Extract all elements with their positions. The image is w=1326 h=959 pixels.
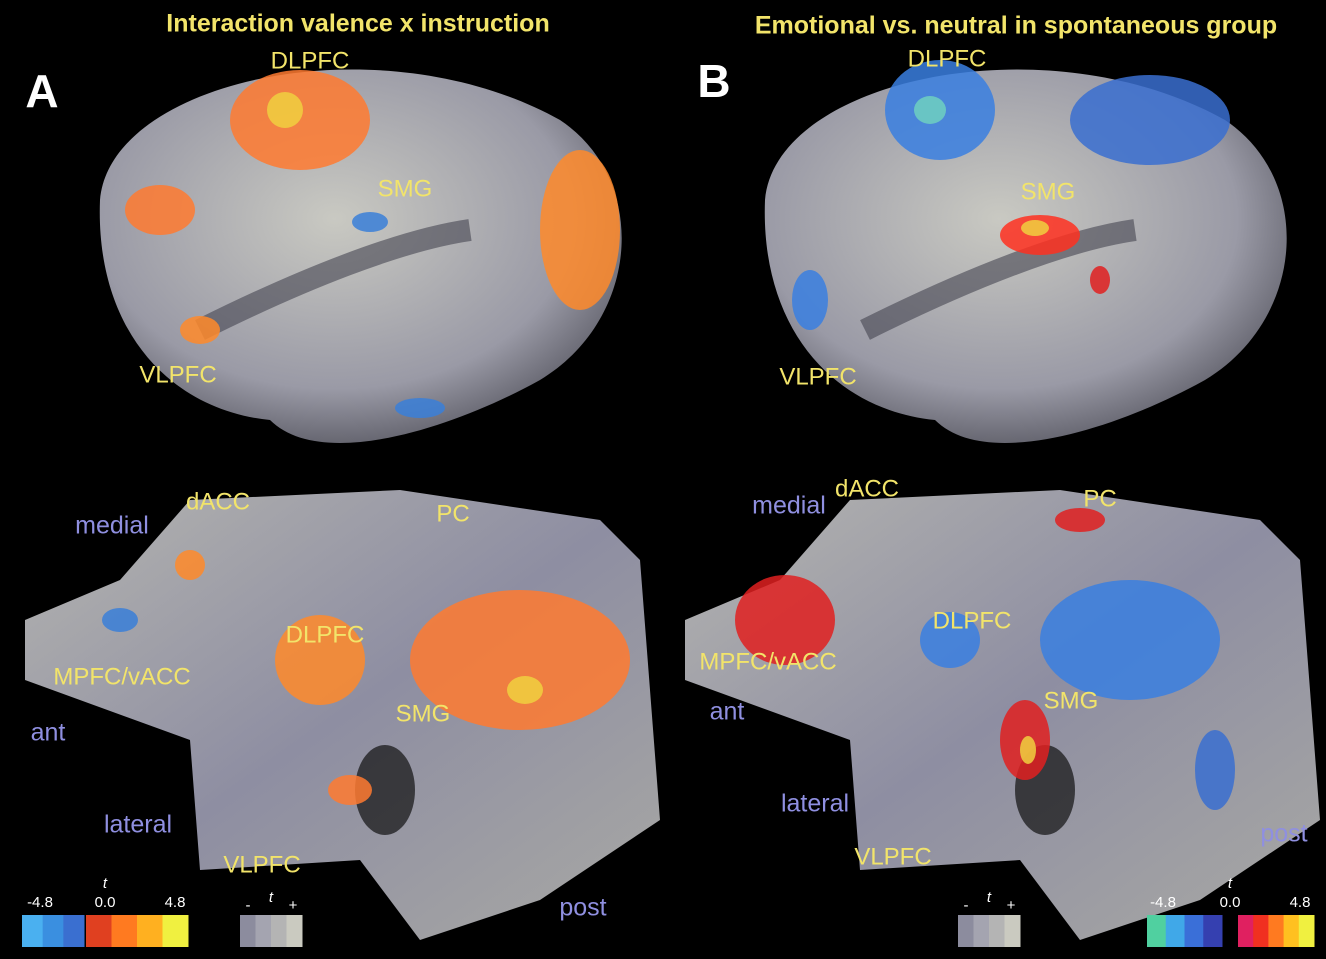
flat-map	[685, 490, 1320, 940]
activation-blob	[328, 775, 372, 805]
curvature-swatch	[958, 915, 974, 947]
color-swatch	[111, 915, 138, 947]
color-swatch	[1283, 915, 1300, 947]
curvature-label: +	[1007, 897, 1016, 914]
panel-letter: A	[25, 65, 58, 117]
scale-label: 0.0	[1220, 894, 1241, 911]
region-label: SMG	[396, 700, 451, 727]
color-swatch	[22, 915, 44, 947]
color-swatch	[63, 915, 85, 947]
flat-shadow	[355, 745, 415, 835]
activation-blob	[1055, 508, 1105, 532]
region-label: DLPFC	[286, 621, 365, 648]
region-label: VLPFC	[139, 361, 216, 388]
sylvian-fissure	[860, 219, 1137, 340]
orientation-label: post	[559, 894, 606, 922]
activation-blob	[914, 96, 946, 124]
activation-blob	[1020, 736, 1036, 764]
activation-blob	[102, 608, 138, 632]
color-swatch	[1238, 915, 1254, 947]
activation-blob	[125, 185, 195, 235]
orientation-label: lateral	[104, 811, 172, 839]
scale-label: 0.0	[95, 894, 116, 911]
region-label: VLPFC	[223, 851, 300, 878]
orientation-label: ant	[31, 719, 66, 747]
region-label: SMG	[1044, 687, 1099, 714]
activation-blob	[352, 212, 388, 232]
scale-symbol: t	[1228, 875, 1233, 892]
scale-label: -4.8	[1150, 894, 1176, 911]
region-label: SMG	[1021, 178, 1076, 205]
region-label: MPFC/vACC	[699, 648, 836, 675]
activation-blob	[735, 575, 835, 665]
region-label: PC	[1083, 485, 1116, 512]
color-swatch	[1268, 915, 1285, 947]
color-swatch	[1203, 915, 1223, 947]
activation-blob	[540, 150, 620, 310]
activation-blob	[1090, 266, 1110, 294]
activation-blob	[792, 270, 828, 330]
region-label: MPFC/vACC	[53, 663, 190, 690]
color-swatch	[1253, 915, 1269, 947]
activation-blob	[275, 615, 365, 705]
scale-label: -4.8	[27, 894, 53, 911]
region-label: dACC	[186, 488, 250, 515]
curvature-swatch	[1004, 915, 1021, 947]
activation-blob	[1021, 220, 1049, 236]
color-swatch	[86, 915, 112, 947]
activation-blob	[1195, 730, 1235, 810]
curvature-swatch	[973, 915, 990, 947]
curvature-swatch	[271, 915, 287, 947]
curvature-swatch	[240, 915, 256, 947]
curvature-symbol: t	[987, 889, 992, 906]
region-label: DLPFC	[908, 45, 987, 72]
color-swatch	[1147, 915, 1167, 947]
panel-letter: B	[697, 55, 730, 107]
region-label: PC	[436, 500, 469, 527]
activation-blob	[180, 316, 220, 344]
curvature-symbol: t	[269, 889, 274, 906]
color-swatch	[1298, 915, 1315, 947]
activation-blob	[230, 70, 370, 170]
orientation-label: lateral	[781, 790, 849, 818]
region-label: DLPFC	[271, 47, 350, 74]
curvature-label: +	[289, 897, 298, 914]
color-swatch	[1184, 915, 1204, 947]
activation-blob	[395, 398, 445, 418]
orientation-label: medial	[75, 512, 149, 540]
region-label: DLPFC	[933, 607, 1012, 634]
curvature-label: -	[246, 897, 251, 914]
sylvian-fissure	[195, 219, 472, 340]
curvature-swatch	[255, 915, 272, 947]
scale-label: 4.8	[165, 894, 186, 911]
activation-blob	[1070, 75, 1230, 165]
activation-blob	[507, 676, 543, 704]
activation-blob	[267, 92, 303, 128]
panel-title: Interaction valence x instruction	[166, 10, 549, 38]
color-swatch	[137, 915, 163, 947]
panel-title: Emotional vs. neutral in spontaneous gro…	[755, 12, 1277, 40]
curvature-label: -	[964, 897, 969, 914]
curvature-swatch	[989, 915, 1005, 947]
region-label: VLPFC	[779, 363, 856, 390]
scale-label: 4.8	[1290, 894, 1311, 911]
curvature-swatch	[286, 915, 303, 947]
region-label: SMG	[378, 175, 433, 202]
scale-symbol: t	[103, 875, 108, 892]
orientation-label: medial	[752, 492, 826, 520]
region-label: dACC	[835, 475, 899, 502]
orientation-label: ant	[710, 698, 745, 726]
color-swatch	[1165, 915, 1185, 947]
activation-blob	[175, 550, 205, 580]
color-swatch	[42, 915, 64, 947]
activation-blob	[1040, 580, 1220, 700]
region-label: VLPFC	[854, 843, 931, 870]
color-swatch	[162, 915, 189, 947]
activation-blob	[410, 590, 630, 730]
orientation-label: post	[1260, 820, 1307, 848]
activation-blob	[920, 612, 980, 668]
